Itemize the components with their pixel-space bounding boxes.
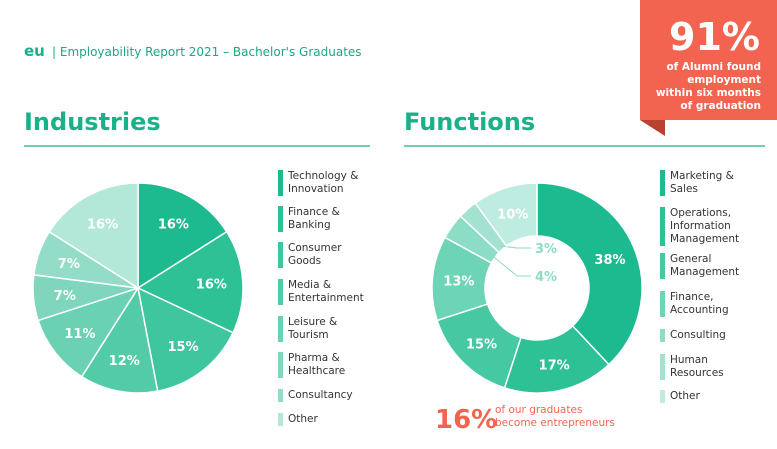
slice [536, 182, 643, 366]
legend-swatch [278, 279, 283, 305]
legend-item: General Management [660, 253, 746, 279]
callout-value: 91% [669, 15, 760, 59]
legend-item: Finance & Banking [278, 206, 364, 232]
legend-swatch [278, 242, 283, 268]
footnote-value: 16% [435, 405, 497, 435]
legend-label: Marketing & Sales [670, 170, 734, 195]
value-label: 16% [196, 277, 227, 292]
slice [80, 285, 159, 394]
legend-swatch [278, 352, 283, 378]
slice [137, 182, 228, 290]
legend-label: Consumer Goods [288, 242, 342, 267]
legend-swatch [660, 390, 665, 403]
leader-line [499, 245, 531, 249]
chart-title: Industries [24, 108, 161, 136]
value-label: 16% [87, 218, 118, 233]
value-label: 13% [443, 275, 474, 290]
legend-item: Consultancy [278, 389, 364, 402]
slice [37, 286, 140, 378]
legend-swatch [660, 207, 665, 246]
legend-item: Consumer Goods [278, 242, 364, 268]
legend-label: Other [670, 390, 700, 402]
value-label: 17% [539, 359, 570, 374]
value-label: 12% [109, 354, 140, 369]
footnote-text: of our graduates become entrepreneurs [495, 404, 615, 429]
slice [136, 286, 235, 393]
legend-label: Media & Entertainment [288, 279, 364, 304]
legend-item: Technology & Innovation [278, 170, 364, 196]
legend-label: Consulting [670, 329, 726, 341]
value-label: 4% [535, 270, 557, 285]
legend-swatch [278, 206, 283, 232]
value-label: 16% [158, 218, 189, 233]
legend-swatch [660, 329, 665, 342]
legend-label: Consultancy [288, 389, 353, 401]
legend-item: Media & Entertainment [278, 279, 364, 305]
value-label: 11% [64, 327, 95, 342]
legend-label: Finance & Banking [288, 206, 340, 231]
callout-fold [640, 120, 665, 136]
legend-swatch [660, 253, 665, 279]
legend-item: Other [660, 390, 746, 403]
legend-swatch [278, 170, 283, 196]
callout-text: of Alumni found employment within six mo… [655, 61, 761, 112]
legend-label: Pharma & Healthcare [288, 352, 346, 377]
legend-label: Operations, Information Management [670, 207, 740, 245]
slice [136, 230, 244, 334]
leader-line [491, 254, 531, 277]
legend-item: Leisure & Tourism [278, 316, 364, 342]
legend-item: Finance, Accounting [660, 291, 746, 317]
callout-box [640, 0, 777, 120]
legend-swatch [278, 389, 283, 402]
legend-item: Consulting [660, 329, 746, 342]
value-label: 3% [535, 242, 557, 257]
legend-label: Other [288, 413, 318, 425]
legend-swatch [278, 413, 283, 426]
value-label: 15% [466, 338, 497, 353]
logo: eu [24, 42, 45, 60]
chart-title: Functions [404, 108, 535, 136]
slice [474, 182, 538, 247]
value-label: 15% [167, 340, 198, 355]
legend-label: Human Resources [670, 354, 724, 379]
slice [48, 182, 139, 290]
report-title: | Employability Report 2021 – Bachelor's… [52, 45, 362, 59]
legend-label: Technology & Innovation [288, 170, 359, 195]
legend-swatch [660, 291, 665, 317]
legend-label: Leisure & Tourism [288, 316, 338, 341]
value-label: 10% [497, 207, 528, 222]
legend-swatch [660, 354, 665, 380]
legend-swatch [660, 170, 665, 196]
legend-item: Human Resources [660, 354, 746, 380]
value-label: 7% [54, 289, 76, 304]
legend-label: General Management [670, 253, 740, 278]
legend-item: Marketing & Sales [660, 170, 746, 196]
legend-item: Pharma & Healthcare [278, 352, 364, 378]
legend-label: Finance, Accounting [670, 291, 729, 316]
value-label: 7% [58, 257, 80, 272]
value-label: 38% [594, 253, 625, 268]
legend-swatch [278, 316, 283, 342]
legend-item: Other [278, 413, 364, 426]
legend-item: Operations, Information Management [660, 207, 746, 246]
